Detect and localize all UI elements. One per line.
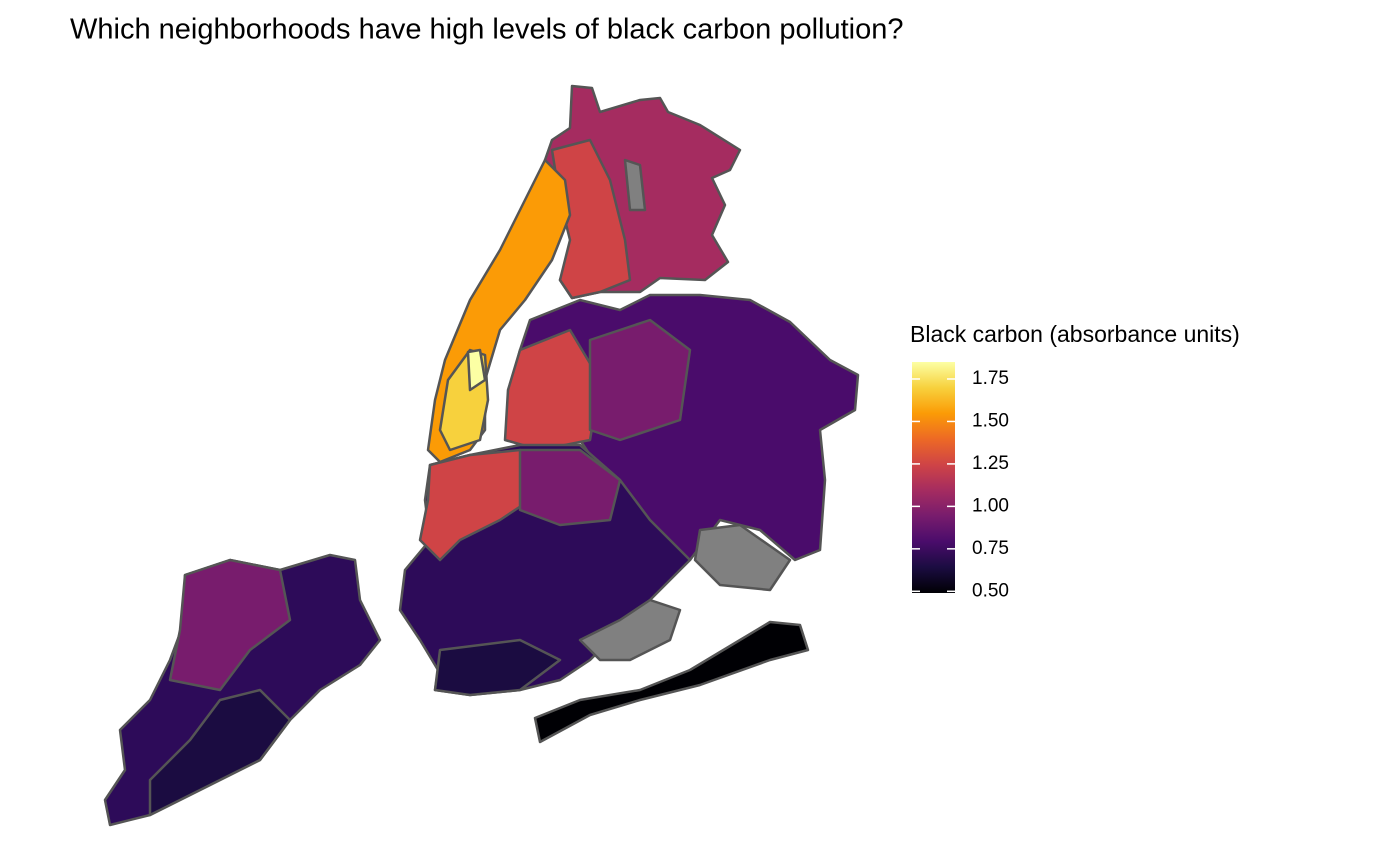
legend: Black carbon (absorbance units) 0.50 0.75…: [910, 321, 1240, 601]
brooklyn-mid: [518, 448, 622, 527]
colorbar-tick-label: 1.50: [972, 410, 1009, 431]
rockaways: [533, 620, 810, 744]
colorbar: [912, 362, 955, 593]
manhattan-core: [466, 348, 487, 392]
colorbar-tick-label: 1.25: [972, 453, 1009, 474]
queens-mid: [588, 318, 692, 442]
airport-jfk: [693, 523, 792, 592]
jamaica-bay: [578, 598, 682, 662]
bronx-park: [623, 158, 647, 212]
colorbar-tick-label: 0.75: [972, 538, 1009, 559]
chart-title: Which neighborhoods have high levels of …: [70, 14, 903, 46]
legend-title: Black carbon (absorbance units): [910, 321, 1240, 347]
staten-south: [148, 688, 292, 817]
brooklyn-south: [433, 638, 562, 697]
brooklyn-north: [418, 448, 532, 562]
staten-north: [168, 558, 292, 692]
map: [103, 84, 860, 827]
colorbar-tick-label: 0.50: [972, 580, 1009, 601]
colorbar-tick-label: 1.00: [972, 495, 1009, 516]
colorbar-tick-label: 1.75: [972, 368, 1009, 389]
